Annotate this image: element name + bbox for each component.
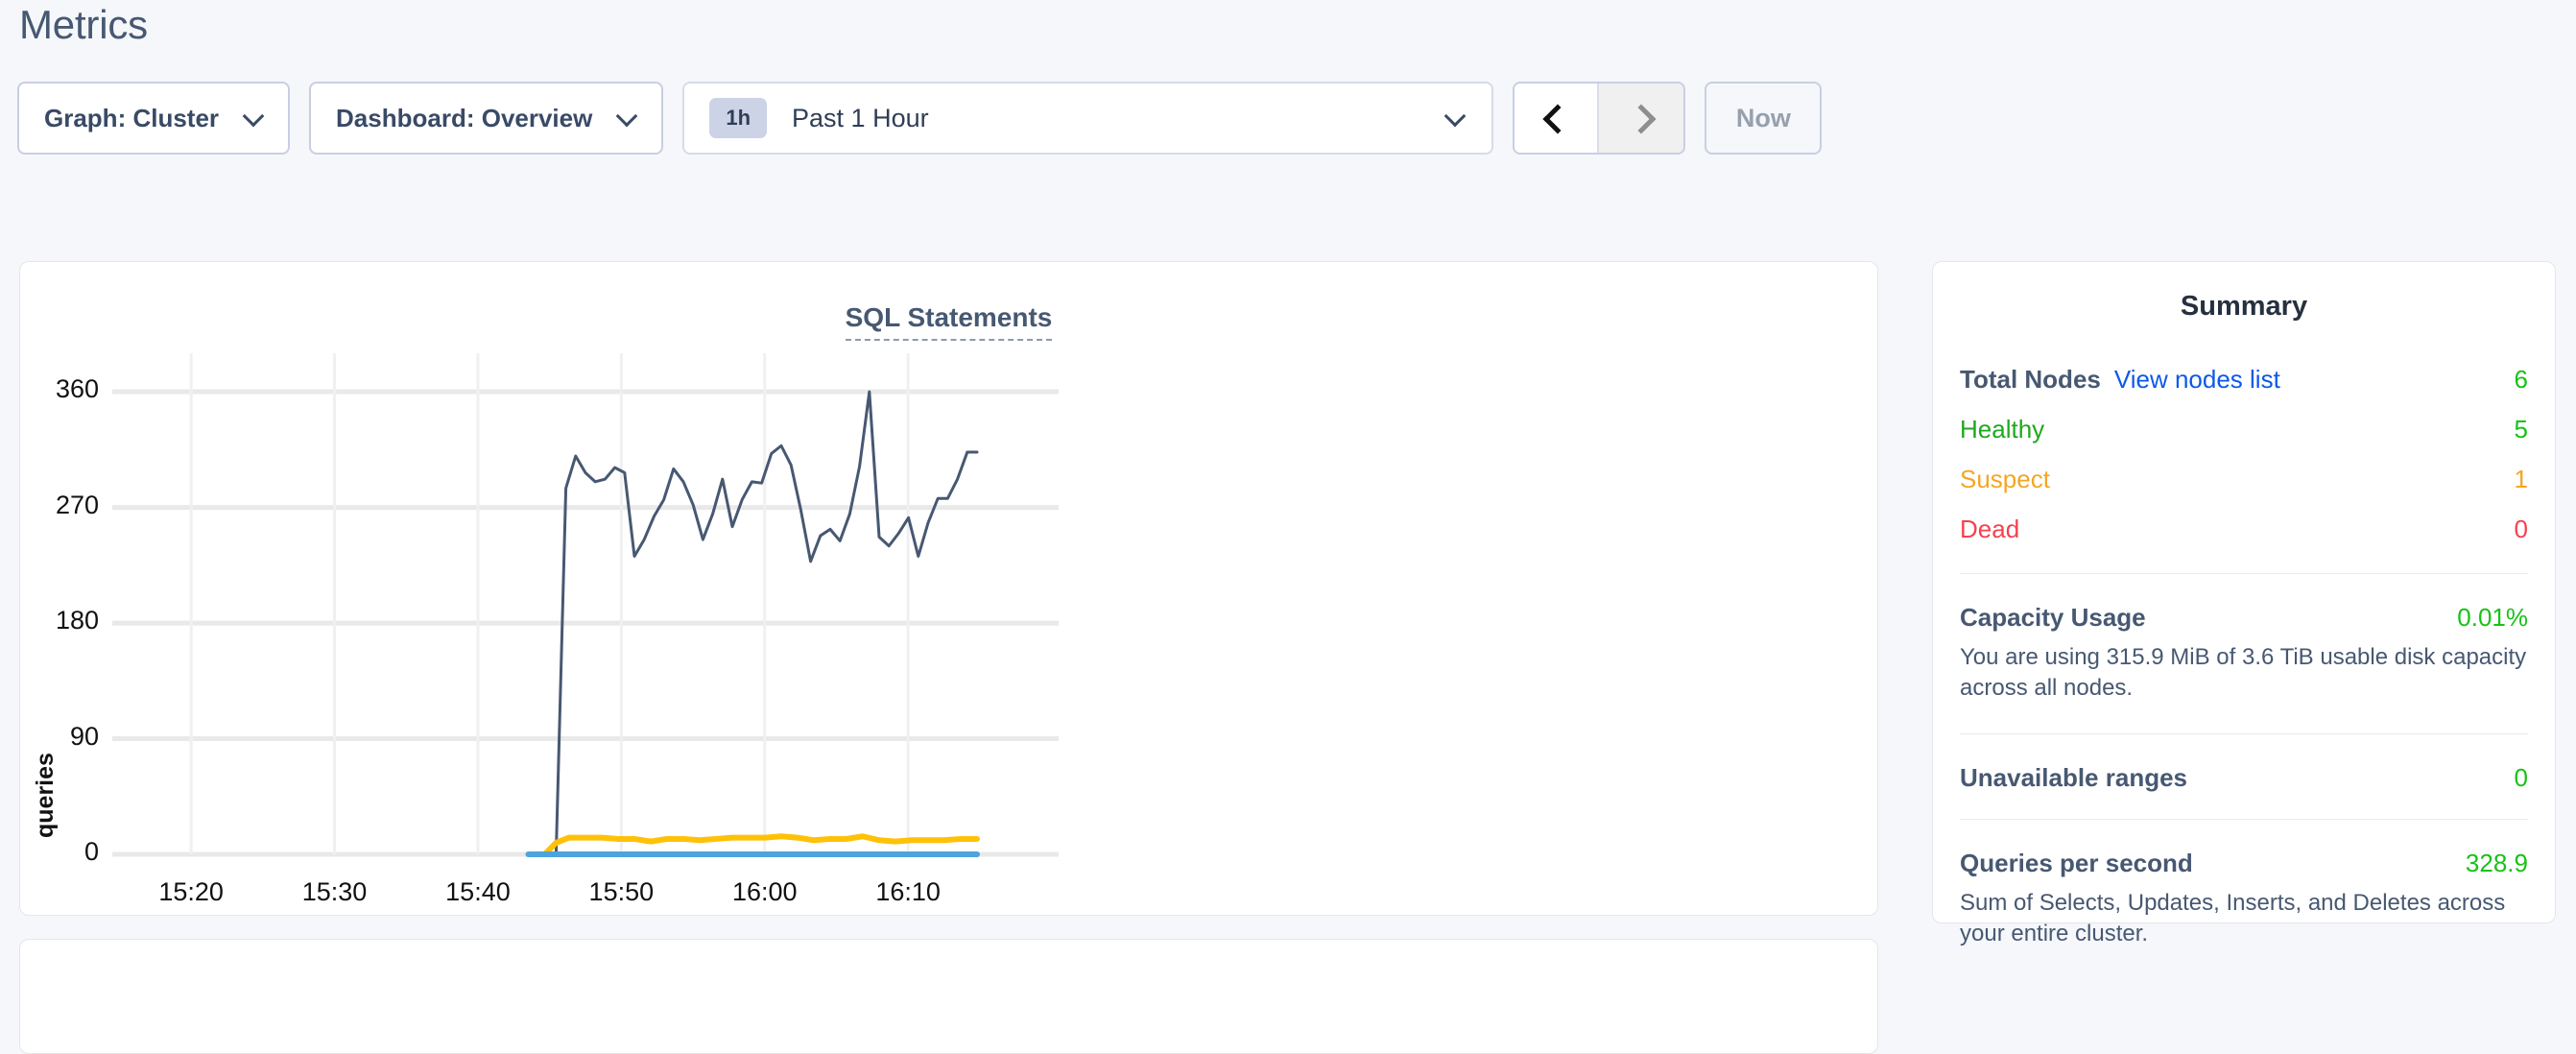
summary-row-unavailable-ranges: Unavailable ranges 0: [1960, 765, 2528, 790]
summary-divider: [1960, 573, 2528, 574]
suspect-label: Suspect: [1960, 465, 2050, 493]
chevron-left-icon: [1545, 108, 1566, 129]
total-nodes-value: 6: [2514, 365, 2528, 394]
summary-title: Summary: [2180, 291, 2308, 322]
chart-plot[interactable]: [20, 262, 1879, 917]
dashboard-select[interactable]: Dashboard: Overview: [309, 82, 664, 155]
chart-y-tick-label: 90: [69, 721, 99, 751]
chart-x-tick-label: 15:40: [445, 877, 511, 906]
time-range-pill: 1h: [709, 98, 768, 138]
chart-x-tick-label: 16:00: [731, 877, 798, 906]
summary-row-total-nodes: Total Nodes View nodes list 6: [1960, 367, 2528, 392]
chart-x-tick-label: 16:10: [875, 877, 941, 906]
unavailable-ranges-label: Unavailable ranges: [1960, 762, 2187, 792]
chart-x-tick-label: 15:30: [301, 877, 368, 906]
chart-y-tick-label: 0: [83, 837, 99, 866]
capacity-usage-description: You are using 315.9 MiB of 3.6 TiB usabl…: [1960, 644, 2527, 702]
time-range-label: Past 1 Hour: [792, 103, 929, 132]
previous-range-button[interactable]: [1515, 84, 1600, 153]
chart-y-tick-label: 270: [55, 490, 99, 519]
healthy-value: 5: [2514, 415, 2528, 443]
chevron-right-icon: [1631, 108, 1652, 129]
summary-divider: [1960, 732, 2528, 734]
total-nodes-label: Total Nodes: [1960, 365, 2101, 394]
metrics-toolbar: Graph: Cluster Dashboard: Overview 1h Pa…: [17, 82, 1823, 155]
summary-card: Summary Total Nodes View nodes list 6 He…: [1932, 261, 2556, 946]
graph-select-label: Graph: Cluster: [44, 103, 220, 132]
chevron-down-icon: [244, 108, 263, 128]
time-nav-group: [1513, 82, 1686, 155]
chart-y-tick-label: 360: [55, 374, 99, 404]
summary-row-healthy: Healthy 5: [1960, 417, 2528, 442]
sql-statements-chart-card: SQL Statements queries 0 90 180 270 360 15:2…: [19, 261, 1878, 916]
dead-label: Dead: [1960, 515, 2020, 543]
summary-row-dead: Dead 0: [1960, 516, 2528, 541]
dashboard-select-label: Dashboard: Overview: [336, 103, 593, 132]
summary-row-suspect: Suspect 1: [1960, 467, 2528, 491]
chart-y-tick-label: 180: [55, 606, 99, 635]
chart-x-tick-label: 15:50: [588, 877, 655, 906]
next-chart-card: [19, 939, 1878, 1054]
graph-select[interactable]: Graph: Cluster: [17, 82, 291, 155]
dead-value: 0: [2514, 515, 2528, 543]
chart-x-tick-label: 15:20: [158, 877, 224, 906]
capacity-usage-value: 0.01%: [2457, 603, 2528, 632]
summary-row-capacity: Capacity Usage 0.01%: [1960, 605, 2528, 630]
chart-title-text[interactable]: SQL Statements: [845, 302, 1053, 341]
next-range-button[interactable]: [1599, 84, 1684, 153]
suspect-value: 1: [2514, 465, 2528, 493]
capacity-usage-label: Capacity Usage: [1960, 603, 2146, 632]
summary-divider: [1960, 818, 2528, 820]
view-nodes-list-link[interactable]: View nodes list: [2113, 365, 2280, 394]
now-button[interactable]: Now: [1705, 82, 1823, 155]
healthy-label: Healthy: [1960, 415, 2045, 443]
queries-per-second-value: 328.9: [2465, 848, 2528, 877]
page-title: Metrics: [19, 2, 148, 47]
chevron-down-icon: [617, 108, 636, 128]
chart-title: SQL Statements: [20, 302, 1877, 341]
queries-per-second-description: Sum of Selects, Updates, Inserts, and De…: [1960, 889, 2506, 947]
chart-y-axis-label: queries: [32, 753, 59, 838]
unavailable-ranges-value: 0: [2514, 762, 2528, 792]
queries-per-second-label: Queries per second: [1960, 848, 2193, 877]
chevron-down-icon: [1445, 108, 1465, 128]
summary-row-qps: Queries per second 328.9: [1960, 850, 2528, 875]
time-range-select[interactable]: 1h Past 1 Hour: [682, 82, 1494, 155]
